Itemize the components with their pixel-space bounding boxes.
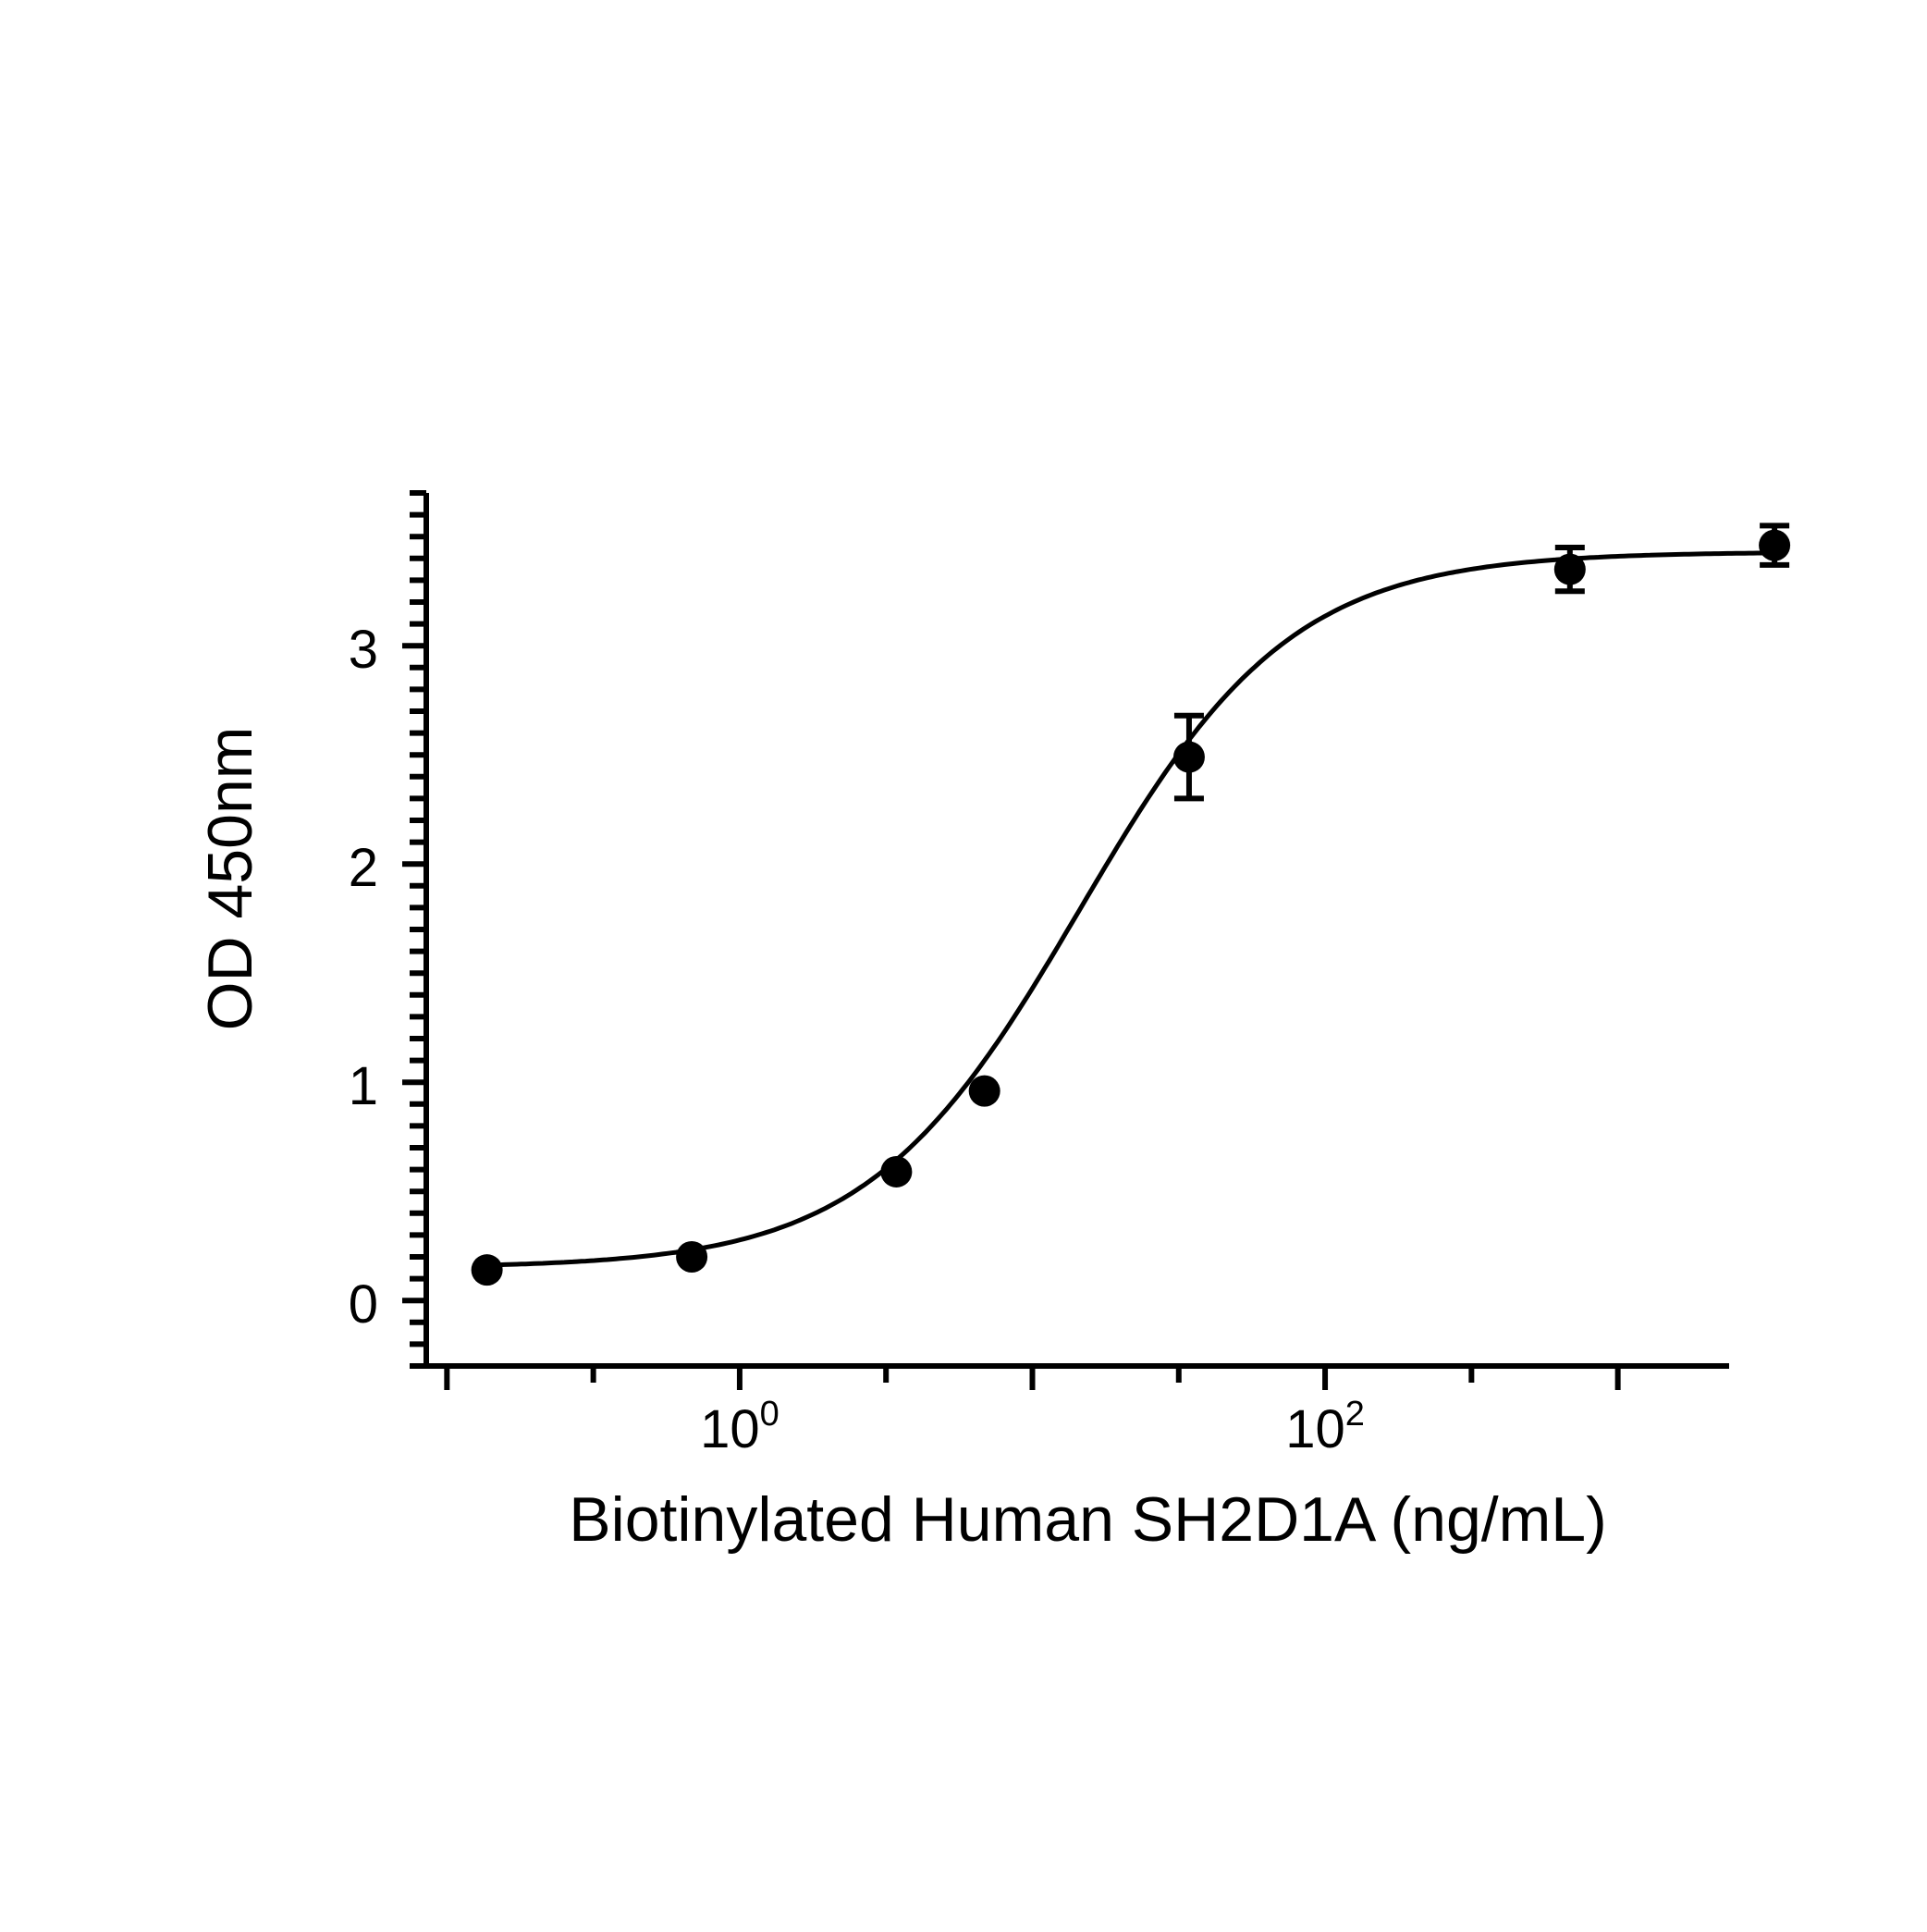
x-tick-label: 102 bbox=[1285, 1395, 1365, 1459]
x-tick-label: 100 bbox=[700, 1395, 779, 1459]
axes: 0 1 2 3 100 102 bbox=[349, 490, 1729, 1459]
y-tick-label: 2 bbox=[349, 838, 378, 898]
fit-curve bbox=[486, 550, 1775, 1268]
data-point bbox=[1553, 553, 1586, 585]
data-point bbox=[471, 1254, 503, 1286]
y-axis-ticks: 0 1 2 3 bbox=[349, 490, 426, 1369]
x-axis-label: Biotinylated Human SH2D1A (ng/mL) bbox=[569, 1484, 1607, 1555]
y-tick-label: 1 bbox=[349, 1056, 378, 1116]
y-axis-label: OD 450nm bbox=[195, 727, 265, 1031]
y-tick-label: 0 bbox=[349, 1274, 378, 1335]
data-points bbox=[471, 523, 1791, 1286]
data-point bbox=[880, 1155, 913, 1188]
fit-curve-group bbox=[486, 550, 1775, 1268]
data-point bbox=[1172, 741, 1205, 773]
x-axis-ticks: 100 102 bbox=[444, 1366, 1621, 1459]
y-tick-label: 3 bbox=[349, 620, 378, 680]
data-point bbox=[1759, 529, 1791, 561]
data-point bbox=[968, 1075, 1000, 1107]
data-point bbox=[676, 1241, 708, 1273]
